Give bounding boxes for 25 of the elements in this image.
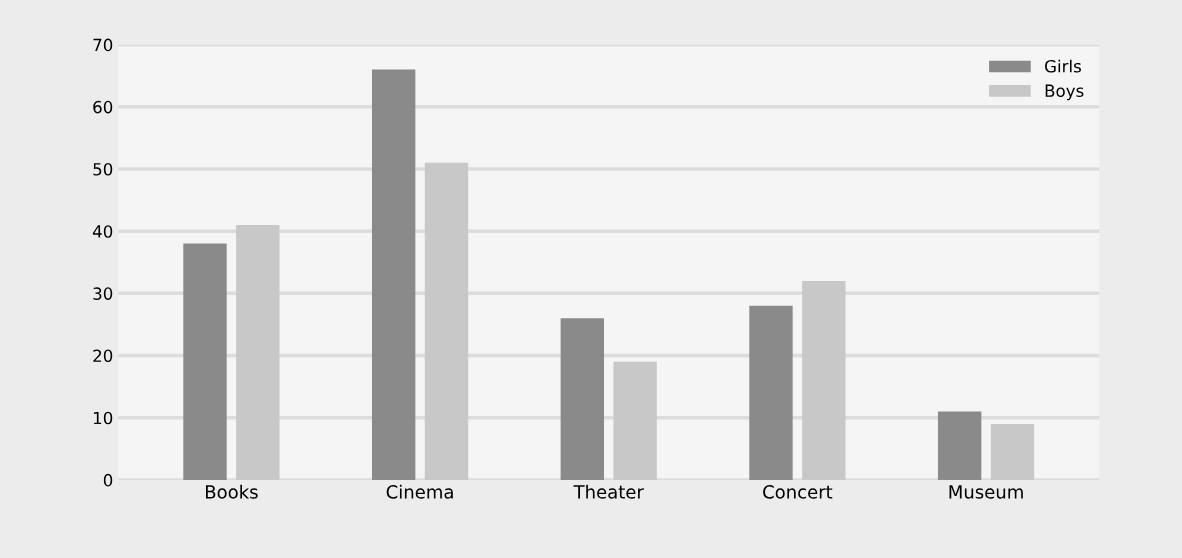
legend-label: Boys [1045, 84, 1084, 101]
bar [613, 361, 657, 480]
bar [560, 318, 605, 480]
bar [749, 305, 793, 480]
x-tick-label: Concert [763, 485, 833, 499]
bar [183, 243, 227, 480]
x-tick-label: Cinema [386, 484, 453, 499]
y-tick-label: 30 [93, 287, 113, 300]
bar [424, 162, 469, 480]
bar [937, 411, 982, 480]
x-tick-label: Theater [573, 484, 644, 499]
y-tick-label: 40 [92, 225, 113, 238]
x-tick-label: Books [206, 484, 258, 499]
y-tick-label: 70 [93, 38, 113, 52]
y-tick-label: 0 [103, 473, 113, 487]
legend-label: Girls [1045, 59, 1081, 73]
bar [371, 69, 416, 480]
y-tick-label: 10 [93, 411, 113, 425]
x-tick-label: Museum [949, 485, 1023, 499]
bar [990, 423, 1035, 480]
y-tick-label: 20 [93, 349, 113, 363]
y-tick-label: 50 [93, 162, 113, 176]
y-tick-label: 60 [93, 100, 113, 114]
bar [802, 280, 846, 480]
bar [236, 224, 280, 480]
